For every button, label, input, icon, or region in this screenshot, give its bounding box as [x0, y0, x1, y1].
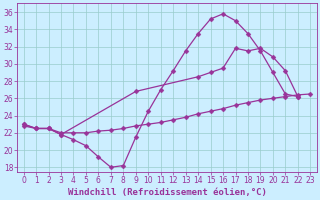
X-axis label: Windchill (Refroidissement éolien,°C): Windchill (Refroidissement éolien,°C): [68, 188, 266, 197]
